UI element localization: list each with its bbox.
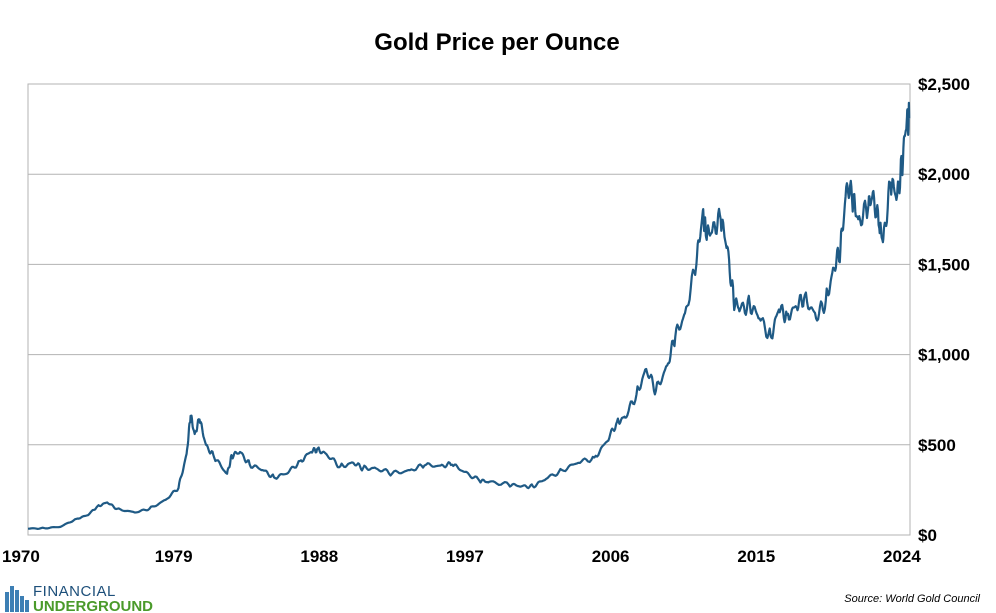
source-note: Source: World Gold Council [844,593,980,605]
y-tick-label: $2,000 [918,165,970,184]
y-tick-label: $500 [918,436,956,455]
plot-area-border [27,83,911,536]
building-icon [5,586,29,612]
y-tick-label: $1,500 [918,255,970,274]
logo-text-financial: FINANCIAL [33,583,116,600]
x-tick-label: 2006 [592,547,630,566]
series-layer [27,101,911,530]
logo-text-underground: UNDERGROUND [33,598,153,613]
chart-title: Gold Price per Ounce [374,29,619,56]
x-axis-ticks: 1970 1979 1988 1997 2006 2015 2024 [2,547,921,566]
x-tick-label: 1988 [300,547,338,566]
series-line-gold-price [27,101,911,530]
y-tick-label: $0 [918,526,937,545]
gridlines [28,173,910,446]
financial-underground-logo: FINANCIAL UNDERGROUND [5,583,153,613]
y-tick-label: $1,000 [918,346,970,365]
x-tick-label: 2024 [883,547,921,566]
x-tick-label: 1997 [446,547,484,566]
y-tick-label: $2,500 [918,75,970,94]
x-tick-label: 2015 [737,547,775,566]
y-axis-ticks: $0 $500 $1,000 $1,500 $2,000 $2,500 [918,75,970,545]
x-tick-label: 1970 [2,547,40,566]
x-tick-label: 1979 [155,547,193,566]
